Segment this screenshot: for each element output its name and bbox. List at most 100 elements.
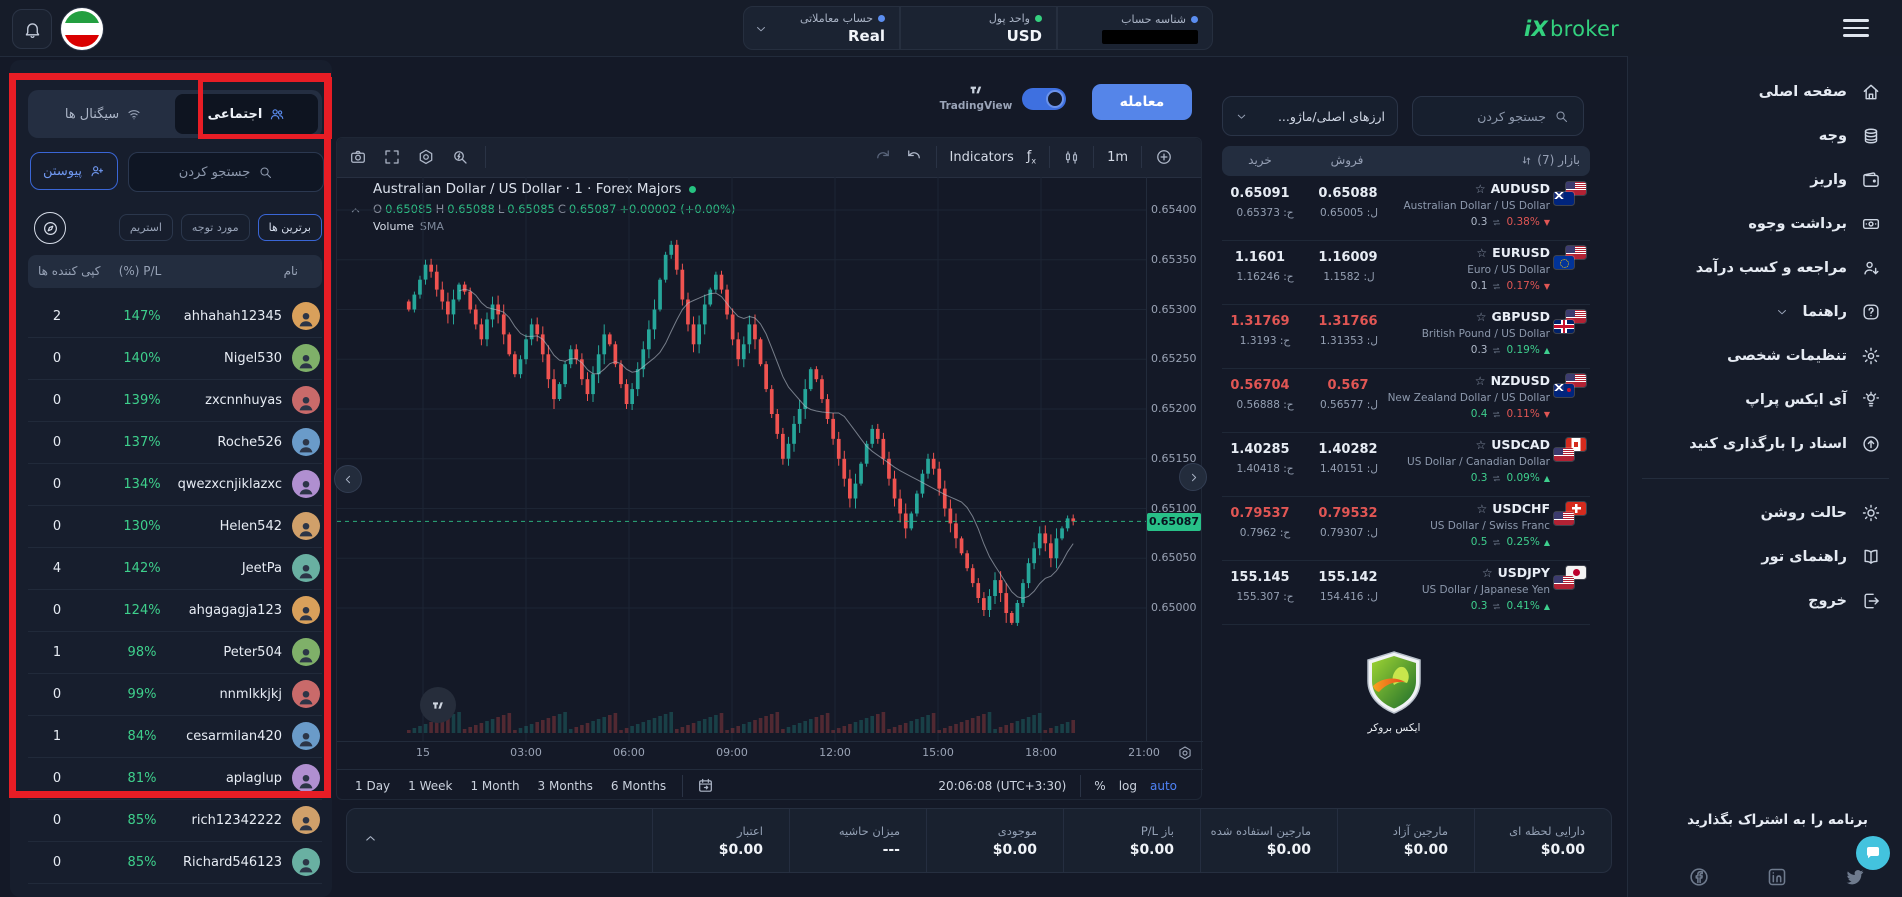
sidebar-item[interactable]: برداشت وجوه bbox=[1628, 202, 1902, 246]
watchlist-row[interactable]: ☆ USDCAD US Dollar / Canadian Dollar 0.3 0.0… bbox=[1222, 432, 1590, 497]
sell-price[interactable]: 0.65088 bbox=[1318, 186, 1378, 201]
filter-pill[interactable]: مورد توجه bbox=[180, 214, 250, 241]
sell-price[interactable]: 1.16009 bbox=[1318, 250, 1378, 265]
filter-pill[interactable]: برترین ها bbox=[257, 214, 322, 241]
trader-row[interactable]: zxcnnhuyas 139% 0 bbox=[28, 380, 322, 422]
sell-price[interactable]: 155.142 bbox=[1318, 570, 1378, 585]
sidebar-secondary-item[interactable]: راهنمای تور bbox=[1628, 535, 1902, 579]
sidebar-item[interactable]: صفحه اصلی bbox=[1628, 70, 1902, 114]
screenshot-icon[interactable] bbox=[349, 148, 367, 166]
trader-row[interactable]: cesarmilan420 84% 1 bbox=[28, 716, 322, 758]
favorite-star-icon[interactable]: ☆ bbox=[1475, 309, 1487, 324]
sidebar-item[interactable]: آی ایکس پراپ bbox=[1628, 378, 1902, 422]
trader-row[interactable]: JeetPa 142% 4 bbox=[28, 548, 322, 590]
buy-price[interactable]: 0.65091 bbox=[1230, 186, 1290, 201]
trader-row[interactable]: ahgagagja123 124% 0 bbox=[28, 590, 322, 632]
account-chip[interactable]: حساب معاملاتی Real bbox=[743, 6, 900, 50]
tab-social[interactable]: اجتماعی bbox=[175, 94, 318, 134]
chart-plot[interactable] bbox=[337, 177, 1146, 741]
trader-row[interactable]: nnmlkkjkj 99% 0 bbox=[28, 674, 322, 716]
hamburger-menu-icon[interactable] bbox=[1843, 19, 1869, 37]
sidebar-item[interactable]: وجه bbox=[1628, 114, 1902, 158]
chart-clock[interactable]: 20:06:08 (UTC+3:30) bbox=[938, 778, 1067, 793]
interval-button[interactable]: 1m bbox=[1107, 149, 1128, 165]
indicators-button[interactable]: Indicators bbox=[949, 149, 1014, 165]
range-button[interactable]: 3 Months bbox=[537, 778, 593, 793]
sidebar-item[interactable]: واریز bbox=[1628, 158, 1902, 202]
favorite-star-icon[interactable]: ☆ bbox=[1476, 501, 1488, 516]
sidebar-secondary-item[interactable]: خروج bbox=[1628, 579, 1902, 623]
trader-search-input[interactable]: جستجو کردن bbox=[128, 152, 324, 192]
favorite-star-icon[interactable]: ☆ bbox=[1475, 437, 1487, 452]
explore-button[interactable] bbox=[34, 212, 66, 244]
favorite-star-icon[interactable]: ☆ bbox=[1481, 565, 1493, 580]
fx-icon[interactable]: ƒx bbox=[1026, 148, 1037, 166]
collapse-left-panel-button[interactable] bbox=[334, 465, 362, 493]
range-button[interactable]: 6 Months bbox=[610, 778, 667, 793]
watchlist-row[interactable]: ☆ EURUSD Euro / US Dollar 0.1 0.17% ▼ 1.1601 ح:… bbox=[1222, 240, 1590, 305]
add-icon[interactable] bbox=[1155, 148, 1173, 166]
facebook-icon[interactable] bbox=[1688, 866, 1710, 888]
twitter-icon[interactable] bbox=[1844, 866, 1866, 888]
sidebar-secondary-item[interactable]: حالت روشن bbox=[1628, 491, 1902, 535]
collapse-watchlist-button[interactable] bbox=[1179, 463, 1207, 491]
notifications-button[interactable] bbox=[12, 9, 52, 49]
chart-type-icon[interactable] bbox=[1063, 149, 1080, 166]
sidebar-item[interactable]: اسناد را بارگذاری کنید bbox=[1628, 422, 1902, 466]
trade-button[interactable]: معامله bbox=[1092, 84, 1192, 120]
tab-signals[interactable]: سیگنال ها bbox=[32, 94, 175, 134]
chart-settings-icon[interactable] bbox=[417, 148, 435, 166]
expand-stats-icon[interactable] bbox=[363, 831, 378, 846]
sidebar-item[interactable]: تنظیمات شخصی bbox=[1628, 334, 1902, 378]
buy-price[interactable]: 0.79537 bbox=[1230, 506, 1290, 521]
favorite-star-icon[interactable]: ☆ bbox=[1476, 245, 1488, 260]
sidebar-item[interactable]: مراجعه و کسب درآمد bbox=[1628, 246, 1902, 290]
watchlist-row[interactable]: ☆ AUDUSD Australian Dollar / US Dollar 0.3 0… bbox=[1222, 176, 1590, 241]
filter-pill[interactable]: استریم bbox=[118, 214, 173, 241]
axis-settings-icon[interactable] bbox=[1177, 745, 1193, 761]
range-button[interactable]: 1 Week bbox=[408, 778, 453, 793]
range-button[interactable]: 1 Month bbox=[470, 778, 520, 793]
buy-price[interactable]: 1.1601 bbox=[1234, 250, 1286, 265]
buy-price[interactable]: 1.31769 bbox=[1230, 314, 1290, 329]
trader-row[interactable]: aplaglup 81% 0 bbox=[28, 758, 322, 800]
watchlist-row[interactable]: ☆ USDCHF US Dollar / Swiss Franc 0.5 0.25% ▲ 0… bbox=[1222, 496, 1590, 561]
undo-icon[interactable] bbox=[905, 148, 923, 166]
sidebar-item[interactable]: راهنما bbox=[1628, 290, 1902, 334]
trader-row[interactable]: Helen542 130% 0 bbox=[28, 506, 322, 548]
favorite-star-icon[interactable]: ☆ bbox=[1474, 373, 1486, 388]
fullscreen-icon[interactable] bbox=[383, 148, 401, 166]
trader-row[interactable]: qwezxcnjiklazxc 134% 0 bbox=[28, 464, 322, 506]
market-category-dropdown[interactable]: ارزهای اصلی/ماژو... bbox=[1222, 96, 1398, 136]
sell-price[interactable]: 0.79532 bbox=[1318, 506, 1378, 521]
buy-price[interactable]: 155.145 bbox=[1230, 570, 1290, 585]
buy-price[interactable]: 0.56704 bbox=[1230, 378, 1290, 393]
range-button[interactable]: 1 Day bbox=[355, 778, 391, 793]
redo-icon[interactable] bbox=[874, 148, 892, 166]
support-chat-button[interactable] bbox=[1856, 836, 1890, 870]
trader-row[interactable]: rich12342222 85% 0 bbox=[28, 800, 322, 842]
quick-zoom-icon[interactable] bbox=[451, 148, 469, 166]
sort-icon[interactable] bbox=[1520, 154, 1533, 167]
scale-log-button[interactable]: log bbox=[1118, 778, 1137, 793]
watchlist-row[interactable]: ☆ USDJPY US Dollar / Japanese Yen 0.3 0.41% ▲… bbox=[1222, 560, 1590, 625]
sell-price[interactable]: 0.567 bbox=[1327, 378, 1369, 393]
trader-row[interactable]: Nigel530 140% 0 bbox=[28, 338, 322, 380]
scale-%-button[interactable]: % bbox=[1094, 778, 1106, 793]
sell-price[interactable]: 1.40282 bbox=[1318, 442, 1378, 457]
watchlist-row[interactable]: ☆ NZDUSD New Zealand Dollar / US Dollar 0.4… bbox=[1222, 368, 1590, 433]
trader-row[interactable]: Roche526 137% 0 bbox=[28, 422, 322, 464]
watchlist-search-input[interactable]: جستجو کردن bbox=[1412, 96, 1584, 136]
sell-price[interactable]: 1.31766 bbox=[1318, 314, 1378, 329]
join-button[interactable]: پیوستن bbox=[30, 152, 118, 190]
tradingview-watermark[interactable] bbox=[420, 687, 456, 723]
tradingview-toggle[interactable] bbox=[1022, 88, 1066, 110]
language-flag-button[interactable] bbox=[60, 7, 104, 51]
trader-row[interactable]: Richard546123 85% 0 bbox=[28, 842, 322, 884]
goto-date-icon[interactable] bbox=[697, 777, 714, 794]
trader-row[interactable]: ahhahah12345 147% 2 bbox=[28, 296, 322, 338]
trader-row[interactable]: Peter504 98% 1 bbox=[28, 632, 322, 674]
scale-auto-button[interactable]: auto bbox=[1149, 778, 1177, 793]
legend-collapse-icon[interactable] bbox=[349, 204, 362, 217]
buy-price[interactable]: 1.40285 bbox=[1230, 442, 1290, 457]
